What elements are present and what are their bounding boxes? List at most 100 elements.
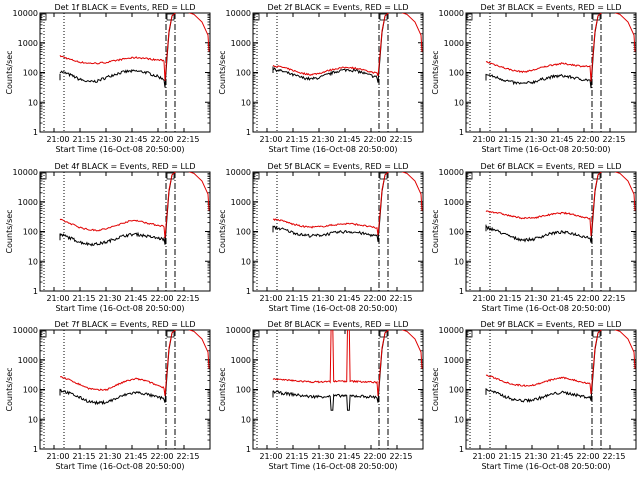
x-tick-label: 21:45 [550,135,573,144]
x-tick-label: 21:45 [124,135,147,144]
x-axis-label: Start Time (16-Oct-08 20:50:00) [481,462,610,471]
chart-panel: Det 4f BLACK = Events, RED = LLD 1 10 100 10… [5,162,211,313]
y-tick-label: 1000 [444,356,464,365]
x-tick-label: 21:30 [311,135,334,144]
y-tick-label: 10 [28,257,38,266]
x-tick-label: 22:00 [576,135,599,144]
top-marker-box [166,330,175,338]
series-events-line [59,330,177,406]
x-tick-label: 21:00 [472,294,495,303]
x-tick-label: 22:00 [576,294,599,303]
x-tick-label: 21:00 [259,294,282,303]
x-tick-label: 21:00 [472,452,495,461]
y-tick-label: 10000 [226,168,251,177]
chart-title: Det 8f BLACK = Events, RED = LLD [267,320,408,329]
x-tick-label: 21:30 [98,294,121,303]
y-tick-label: 1000 [18,356,38,365]
x-tick-label: 22:00 [576,452,599,461]
chart-panel: Det 6f BLACK = Events, RED = LLD 1 10 100 10… [431,162,637,313]
chart-panel: Det 2f BLACK = Events, RED = LLD 1 10 100 10… [218,3,424,154]
x-axis-label: Start Time (16-Oct-08 20:50:00) [268,462,397,471]
y-tick-label: 1000 [444,198,464,207]
top-marker-box [166,13,175,21]
x-tick-label: 22:00 [150,294,173,303]
y-tick-label: 10000 [226,9,251,18]
x-tick-label: 21:45 [337,452,360,461]
x-tick-label: 22:00 [363,135,386,144]
chart-panel: Det 7f BLACK = Events, RED = LLD 1 10 100 10… [5,320,211,471]
series-events-line [485,330,603,403]
series-events-line [272,13,390,83]
top-marker-box [253,330,260,338]
x-tick-label: 21:30 [98,135,121,144]
chart-title: Det 5f BLACK = Events, RED = LLD [267,162,408,171]
series-events-line [485,13,603,89]
y-axis-label: Counts/sec [5,367,14,411]
y-tick-label: 1000 [231,39,251,48]
y-tick-label: 100 [236,386,251,395]
y-tick-label: 100 [449,69,464,78]
x-tick-label: 22:15 [389,452,412,461]
x-tick-label: 21:00 [259,135,282,144]
y-tick-label: 100 [449,386,464,395]
chart-panel: Det 3f BLACK = Events, RED = LLD 1 10 100 10… [431,3,637,154]
series-events-line [485,172,603,243]
x-tick-label: 21:30 [98,452,121,461]
y-tick-label: 100 [236,69,251,78]
y-tick-label: 10000 [13,9,38,18]
y-tick-label: 1 [33,287,38,296]
y-axis-label: Counts/sec [431,367,440,411]
x-tick-label: 21:15 [285,452,308,461]
chart-panel: Det 8f BLACK = Events, RED = LLD 1 10 100 10… [218,320,424,471]
y-tick-label: 100 [23,228,38,237]
y-tick-label: 10000 [439,9,464,18]
top-marker-box [253,13,260,21]
x-tick-label: 22:00 [150,135,173,144]
top-marker-box [253,172,260,180]
x-tick-label: 21:15 [498,294,521,303]
top-marker-box [379,13,388,21]
x-tick-label: 21:45 [337,135,360,144]
x-tick-label: 22:15 [602,294,625,303]
x-tick-label: 21:15 [498,135,521,144]
y-tick-label: 1000 [444,39,464,48]
chart-title: Det 6f BLACK = Events, RED = LLD [480,162,621,171]
y-tick-label: 1 [33,445,38,454]
x-tick-label: 21:15 [72,452,95,461]
x-tick-label: 22:15 [176,294,199,303]
x-tick-label: 22:00 [363,452,386,461]
top-marker-box [379,172,388,180]
x-tick-label: 21:15 [285,135,308,144]
x-tick-label: 21:15 [72,135,95,144]
x-tick-label: 22:00 [363,294,386,303]
y-tick-label: 1 [246,287,251,296]
chart-title: Det 2f BLACK = Events, RED = LLD [267,3,408,12]
x-tick-label: 21:30 [524,452,547,461]
y-tick-label: 10 [454,257,464,266]
chart-title: Det 1f BLACK = Events, RED = LLD [54,3,195,12]
x-tick-label: 22:00 [150,452,173,461]
y-tick-label: 100 [23,386,38,395]
y-axis-label: Counts/sec [5,50,14,94]
plot-frame [465,329,637,450]
y-tick-label: 100 [23,69,38,78]
x-tick-label: 21:15 [72,294,95,303]
top-marker-box [40,172,47,180]
series-lld-line [59,172,210,239]
series-lld-line [272,172,423,236]
chart-title: Det 4f BLACK = Events, RED = LLD [54,162,195,171]
top-marker-box [592,330,601,338]
x-tick-label: 22:15 [602,452,625,461]
x-axis-label: Start Time (16-Oct-08 20:50:00) [55,462,184,471]
x-tick-label: 22:15 [176,135,199,144]
plot-frame [252,329,424,450]
y-axis-label: Counts/sec [431,209,440,253]
y-tick-label: 10 [454,415,464,424]
y-tick-label: 1 [246,445,251,454]
y-tick-label: 1 [459,287,464,296]
top-marker-box [466,330,473,338]
y-axis-label: Counts/sec [431,50,440,94]
x-axis-label: Start Time (16-Oct-08 20:50:00) [55,304,184,313]
y-tick-label: 100 [449,228,464,237]
